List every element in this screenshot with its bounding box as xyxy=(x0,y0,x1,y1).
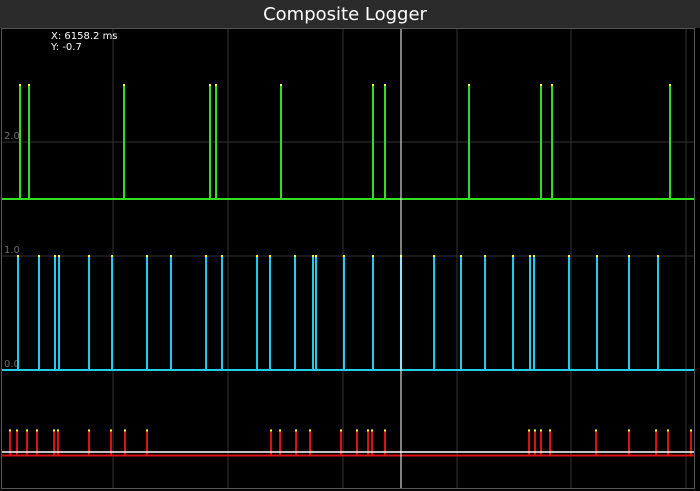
pulse-top xyxy=(667,429,670,432)
pulse-top xyxy=(528,429,531,432)
pulse-top xyxy=(655,429,658,432)
plot-frame xyxy=(1,28,695,489)
pulse-top xyxy=(111,255,114,258)
pulse-top xyxy=(123,84,126,87)
cursor-y-readout: Y: -0.7 xyxy=(50,42,82,53)
trace xyxy=(2,255,694,372)
pulse-top xyxy=(372,84,375,87)
pulse-top xyxy=(383,429,386,432)
pulse-top xyxy=(484,255,487,258)
pulse-top xyxy=(293,255,296,258)
pulse-top xyxy=(56,429,59,432)
pulse-top xyxy=(468,84,471,87)
pulse-top xyxy=(53,429,56,432)
pulse-top xyxy=(205,255,208,258)
pulse-top xyxy=(26,429,29,432)
pulse-top xyxy=(356,429,359,432)
pulse-top xyxy=(215,84,218,87)
pulse-top xyxy=(628,429,631,432)
pulse-top xyxy=(314,255,317,258)
title: Composite Logger xyxy=(263,4,427,25)
pulse-top xyxy=(312,255,315,258)
title-bar xyxy=(0,0,700,28)
pulse-top xyxy=(568,255,571,258)
pulse-top xyxy=(17,255,20,258)
pulse-top xyxy=(109,429,112,432)
pulse-top xyxy=(595,429,598,432)
pulse-top xyxy=(270,429,273,432)
pulse-top xyxy=(123,429,126,432)
pulse-top xyxy=(309,429,312,432)
pulse-top xyxy=(295,429,298,432)
pulse-top xyxy=(549,429,552,432)
pulse-top xyxy=(146,429,149,432)
pulse-top xyxy=(279,429,282,432)
pulse-top xyxy=(372,255,375,258)
pulse-top xyxy=(208,84,211,87)
pulse-top xyxy=(340,429,343,432)
pulse-top xyxy=(551,84,554,87)
pulse-top xyxy=(54,255,57,258)
cursor-x-readout: X: 6158.2 ms xyxy=(51,31,118,42)
pulse-top xyxy=(690,429,693,432)
pulse-top xyxy=(460,255,463,258)
y-tick-label: 2.0 xyxy=(4,131,20,142)
pulse-top xyxy=(58,255,61,258)
pulse-top xyxy=(383,84,386,87)
trace xyxy=(2,84,694,201)
pulse-top xyxy=(656,255,659,258)
pulse-top xyxy=(342,255,345,258)
pulse-top xyxy=(146,255,149,258)
pulse-top xyxy=(8,429,11,432)
pulse-top xyxy=(596,255,599,258)
pulse-top xyxy=(512,255,515,258)
pulse-top xyxy=(433,255,436,258)
pulse-top xyxy=(540,429,543,432)
pulse-top xyxy=(371,429,374,432)
pulse-top xyxy=(16,429,19,432)
pulse-top xyxy=(628,255,631,258)
pulse-top xyxy=(28,84,31,87)
y-tick-label: 1.0 xyxy=(4,245,20,256)
traces: 0.0 1.0 2.0 xyxy=(2,84,694,457)
pulse-top xyxy=(533,255,536,258)
pulse-top xyxy=(540,84,543,87)
pulse-top xyxy=(35,429,38,432)
pulse-top xyxy=(367,429,370,432)
pulse-top xyxy=(88,429,91,432)
pulse-top xyxy=(19,84,22,87)
y-tick-label: 0.0 xyxy=(4,359,20,370)
pulse-top xyxy=(37,255,40,258)
pulse-top xyxy=(169,255,172,258)
pulse-top xyxy=(256,255,259,258)
pulse-top xyxy=(669,84,672,87)
pulse-top xyxy=(533,429,536,432)
pulse-top xyxy=(268,255,271,258)
pulse-top xyxy=(220,255,223,258)
pulse-top xyxy=(529,255,532,258)
pulse-top xyxy=(280,84,283,87)
pulse-top xyxy=(88,255,91,258)
